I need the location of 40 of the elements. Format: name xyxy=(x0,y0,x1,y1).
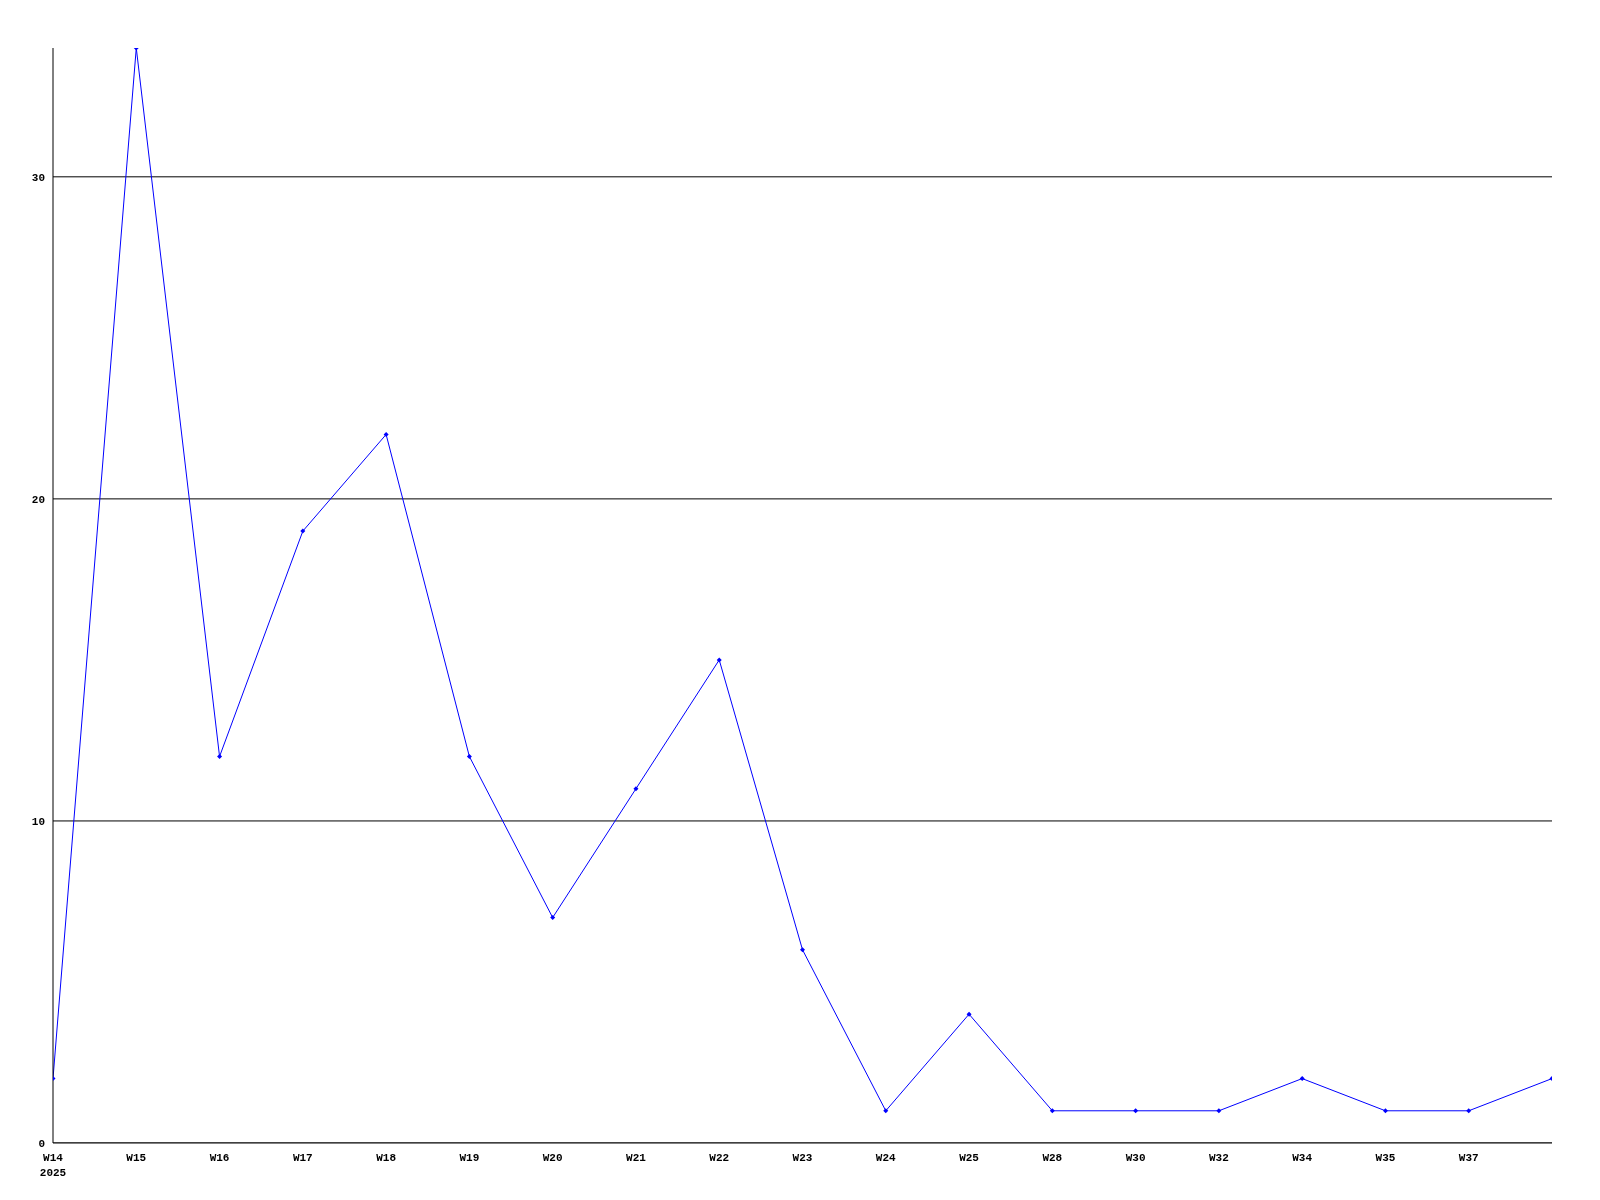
x-tick-label: W23 xyxy=(792,1152,813,1164)
point xyxy=(466,754,472,760)
y-tick-label: 20 xyxy=(31,493,45,506)
point xyxy=(383,431,389,437)
y-tick-label: 10 xyxy=(31,815,45,828)
x-tick-label: W24 xyxy=(875,1152,897,1164)
point xyxy=(217,754,223,760)
point xyxy=(800,947,805,953)
point xyxy=(966,1011,972,1017)
x-tick-label: W21 xyxy=(626,1152,647,1164)
point xyxy=(883,1108,889,1114)
point xyxy=(633,786,639,792)
point xyxy=(1382,1108,1388,1114)
x-tick-label: W18 xyxy=(376,1152,397,1164)
x-tick-label: W17 xyxy=(292,1152,313,1164)
x-tick-label: W37 xyxy=(1458,1152,1479,1164)
point xyxy=(300,528,306,534)
point xyxy=(1133,1108,1139,1114)
x-tick-label: W20 xyxy=(542,1152,563,1164)
x-tick-label: W28 xyxy=(1042,1152,1063,1164)
y-tick-label: 30 xyxy=(31,171,45,184)
point xyxy=(716,657,722,663)
x-tick-label: W15 xyxy=(126,1152,147,1164)
line-series xyxy=(53,48,1552,1114)
x-tick-label: W35 xyxy=(1375,1152,1396,1164)
x-tick-label: W32 xyxy=(1208,1152,1229,1164)
text: 2025 xyxy=(39,1167,67,1179)
point xyxy=(1466,1108,1472,1114)
point xyxy=(550,915,556,921)
x-tick-label: W22 xyxy=(709,1152,730,1164)
point xyxy=(1049,1108,1055,1114)
x-tick-label: W19 xyxy=(459,1152,480,1164)
point xyxy=(1299,1076,1305,1082)
point xyxy=(1216,1108,1222,1114)
x-tick-label: W16 xyxy=(209,1152,230,1164)
y-tick-label: 0 xyxy=(38,1137,45,1150)
x-tick-label: W25 xyxy=(959,1152,980,1164)
x-tick-label: W14 xyxy=(43,1152,64,1164)
x-tick-label: W34 xyxy=(1292,1152,1313,1164)
x-tick-label: W30 xyxy=(1125,1152,1146,1164)
